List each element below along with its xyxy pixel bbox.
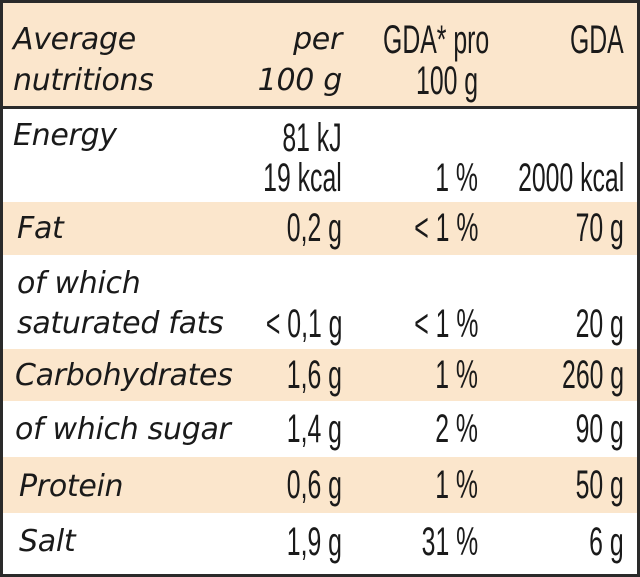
saturated-gda-pct: < 1 % <box>413 302 478 346</box>
protein-per100: 0,6 g <box>286 463 342 507</box>
saturated-label-line2: saturated fats <box>17 306 224 341</box>
salt-gda-pct: 31 % <box>421 520 478 564</box>
header-divider <box>3 106 637 109</box>
energy-label: Energy <box>13 118 117 153</box>
row-sugar: of which sugar 1,4 g 2 % 90 g <box>3 401 637 457</box>
saturated-per100: < 0,1 g <box>265 302 342 346</box>
fat-label: Fat <box>17 211 64 246</box>
salt-label: Salt <box>19 524 76 559</box>
row-fat: Fat 0,2 g < 1 % 70 g <box>3 202 637 255</box>
header-100g: 100 g <box>257 63 343 98</box>
salt-gda: 6 g <box>589 520 624 564</box>
header-average: Average <box>13 22 136 57</box>
energy-kcal: 19 kcal <box>263 156 342 200</box>
energy-gda-pct: 1 % <box>435 156 478 200</box>
fat-per100: 0,2 g <box>286 206 342 250</box>
carbohydrates-label: Carbohydrates <box>15 358 233 393</box>
protein-gda-pct: 1 % <box>435 463 478 507</box>
header-gda-100g: 100 g <box>415 59 478 103</box>
fat-gda: 70 g <box>575 206 624 250</box>
sugar-per100: 1,4 g <box>286 407 342 451</box>
energy-kj: 81 kJ <box>282 116 342 160</box>
carbohydrates-gda: 260 g <box>561 353 624 397</box>
row-salt: Salt 1,9 g 31 % 6 g <box>3 513 637 574</box>
row-protein: Protein 0,6 g 1 % 50 g <box>3 457 637 513</box>
carbohydrates-gda-pct: 1 % <box>435 353 478 397</box>
carbohydrates-per100: 1,6 g <box>286 353 342 397</box>
header-per: per <box>293 22 342 57</box>
row-energy: Energy 81 kJ 19 kcal 1 % 2000 kcal <box>3 109 637 202</box>
protein-gda: 50 g <box>575 463 624 507</box>
saturated-label-line1: of which <box>17 266 141 301</box>
sugar-gda: 90 g <box>575 407 624 451</box>
energy-gda: 2000 kcal <box>517 156 624 200</box>
row-saturated-fats: of which saturated fats < 0,1 g < 1 % 20… <box>3 255 637 349</box>
header-gda: GDA <box>570 18 624 62</box>
header-row: Average nutritions per 100 g GDA* pro 10… <box>3 3 637 106</box>
row-carbohydrates: Carbohydrates 1,6 g 1 % 260 g <box>3 349 637 401</box>
header-nutritions: nutritions <box>13 63 154 98</box>
salt-per100: 1,9 g <box>286 520 342 564</box>
fat-gda-pct: < 1 % <box>413 206 478 250</box>
sugar-label: of which sugar <box>15 412 231 447</box>
saturated-gda: 20 g <box>575 302 624 346</box>
header-gda-pro: GDA* pro <box>382 18 489 62</box>
protein-label: Protein <box>19 469 124 504</box>
sugar-gda-pct: 2 % <box>435 407 478 451</box>
